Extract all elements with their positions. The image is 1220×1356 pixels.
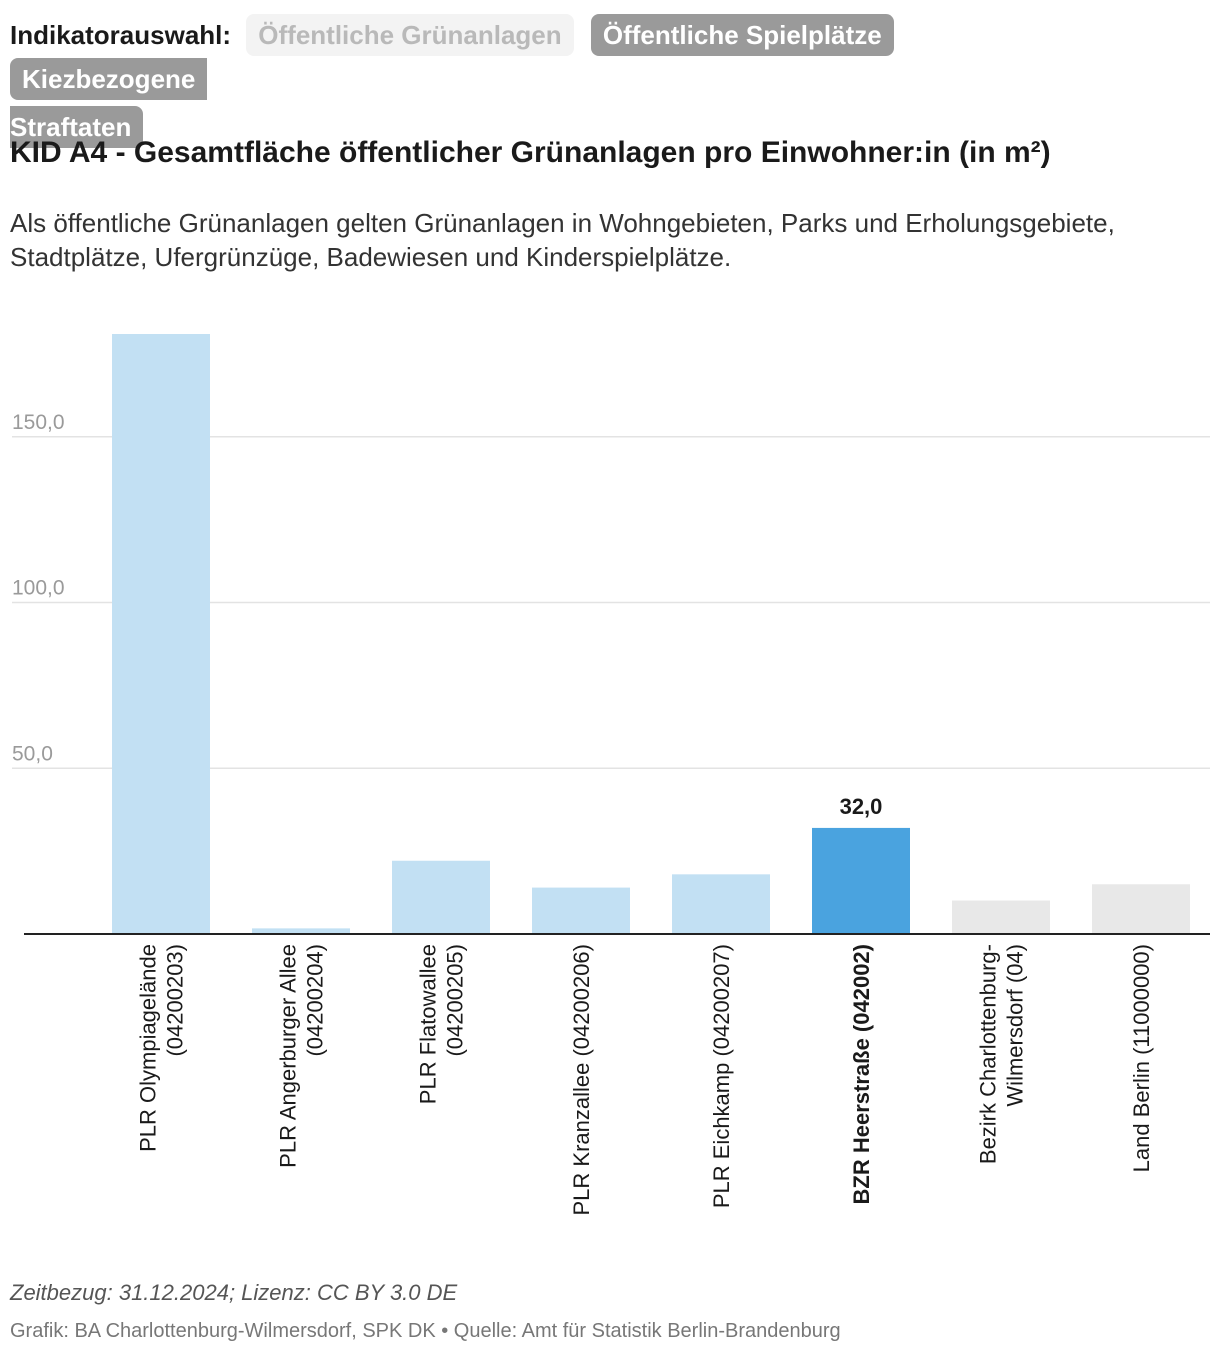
x-tick-label: (04200203) — [163, 944, 188, 1057]
indicator-button-straftaten[interactable]: Kiezbezogene — [10, 58, 208, 100]
chart-subtitle: Als öffentliche Grünanlagen gelten Grüna… — [10, 208, 1115, 272]
footer-note: Zeitbezug: 31.12.2024; Lizenz: CC BY 3.0… — [10, 1280, 458, 1305]
x-tick-label: (04200205) — [443, 944, 468, 1057]
x-tick-label: PLR Eichkamp (04200207) — [709, 944, 734, 1208]
y-tick-label: 150,0 — [12, 411, 65, 434]
bar — [532, 887, 630, 934]
x-tick-label: BZR Heerstraße (042002) — [849, 944, 874, 1204]
indicator-button-straftaten-continued[interactable]: Straftaten — [10, 106, 144, 148]
footer-source: Grafik: BA Charlottenburg-Wilmersdorf, S… — [10, 1320, 841, 1342]
bar — [252, 928, 350, 934]
indicator-selector-label: Indikatorauswahl: — [10, 20, 232, 50]
bar — [672, 874, 770, 934]
x-tick-label: PLR Flatowallee — [416, 944, 441, 1104]
bar — [952, 900, 1050, 934]
indicator-selector: Indikatorauswahl: Öffentliche Grünanlage… — [10, 12, 1112, 150]
x-tick-label: (04200204) — [303, 944, 328, 1057]
y-tick-label: 100,0 — [12, 577, 65, 600]
x-tick-label: PLR Olympiagelände — [136, 944, 161, 1152]
x-tick-label: Wilmersdorf (04) — [1003, 944, 1028, 1107]
x-tick-label: PLR Angerburger Allee — [276, 944, 301, 1168]
indicator-button-gruenanlagen[interactable]: Öffentliche Grünanlagen — [246, 14, 574, 56]
bar — [112, 334, 210, 934]
indicator-button-spielplaetze[interactable]: Öffentliche Spielplätze — [590, 14, 894, 56]
chart-title: KID A4 - Gesamtfläche öffentlicher Grüna… — [10, 136, 1051, 169]
bar — [812, 827, 910, 934]
y-tick-label: 50,0 — [12, 742, 53, 765]
data-label: 32,0 — [840, 794, 883, 819]
x-tick-label: PLR Kranzallee (04200206) — [569, 944, 594, 1216]
x-tick-label: Bezirk Charlottenburg- — [976, 944, 1001, 1164]
bar — [392, 860, 490, 934]
x-tick-label: Land Berlin (11000000) — [1129, 944, 1154, 1172]
bar — [1092, 884, 1190, 934]
